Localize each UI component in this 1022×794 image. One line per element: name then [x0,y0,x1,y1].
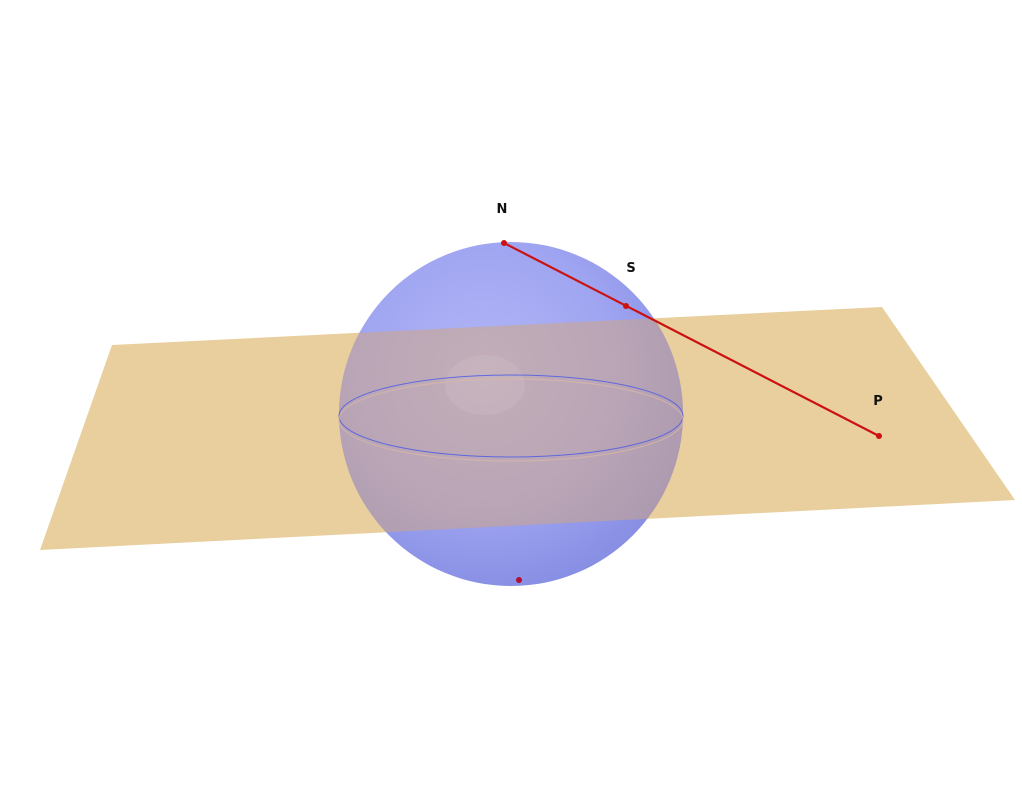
label-s: S [626,261,635,276]
point-south [516,577,522,583]
equator-shadow [338,378,684,462]
projection-line [503,242,880,437]
equator-circle [338,374,684,458]
plane-sphere-overlap [339,307,683,550]
label-n: N [497,202,508,217]
label-p: P [873,394,883,409]
point-n [501,240,507,246]
point-s [623,303,629,309]
point-p [876,433,882,439]
sphere-highlight [445,355,525,415]
